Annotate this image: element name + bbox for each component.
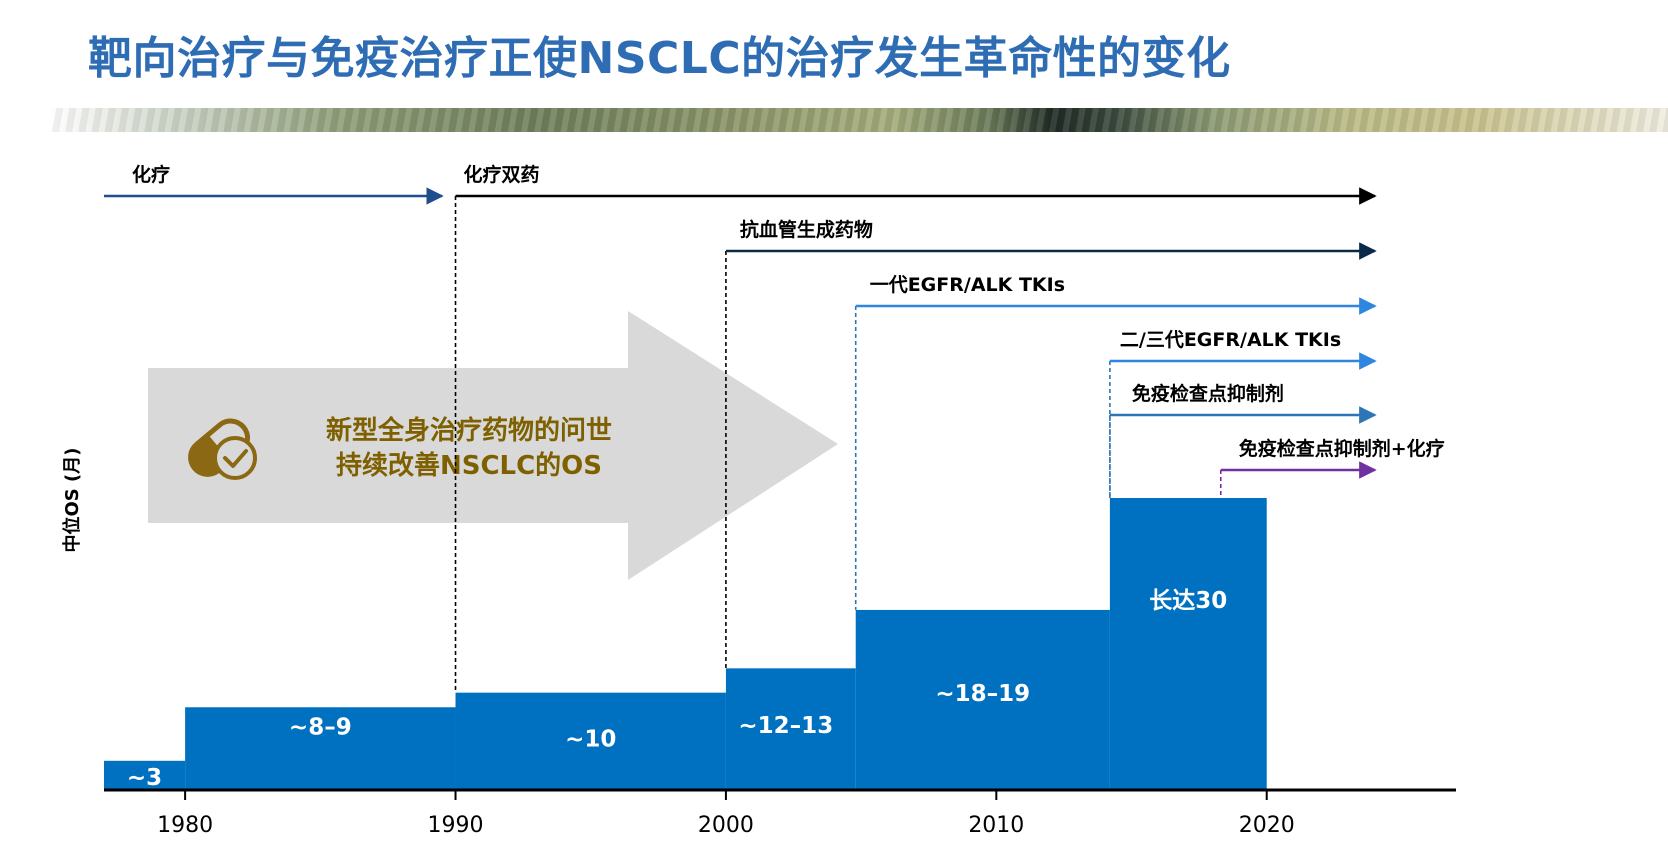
pill-check-icon [188,418,257,480]
therapy-label: 一代EGFR/ALK TKIs [870,274,1065,296]
os-bar-segment [725,668,856,790]
x-tick-label: 1980 [157,813,213,838]
os-value-label: ~10 [565,726,616,752]
x-tick-label: 2020 [1239,813,1295,838]
x-tick-label: 2010 [968,813,1024,838]
therapy-label: 抗血管生成药物 [740,218,873,241]
page-title: 靶向治疗与免疫治疗正使NSCLC的治疗发生革命性的变化 [88,33,1231,84]
bars-layer: ~3 ~8–9 ~10 ~12–13 ~18–19 长达30 [104,498,1267,791]
therapy-label: 化疗 [132,163,170,186]
os-value-label: ~12–13 [738,713,833,739]
os-bar-segment [104,760,186,790]
callout-line-2: 持续改善NSCLC的OS [336,450,602,481]
callout-line-1: 新型全身治疗药物的问世 [326,415,612,446]
os-value-label: ~3 [127,765,162,791]
therapy-label: 免疫检查点抑制剂+化疗 [1239,437,1445,460]
os-bar-segment [185,707,456,790]
os-bar-segment [855,609,1110,790]
x-axis: 1980 1990 2000 2010 2020 [104,788,1456,838]
therapy-label: 免疫检查点抑制剂 [1132,382,1284,405]
os-value-label: ~18–19 [935,681,1030,707]
os-value-label: 长达30 [1149,588,1227,614]
header-banner-image [50,108,1668,132]
therapy-label: 二/三代EGFR/ALK TKIs [1120,329,1341,351]
x-tick-label: 2000 [698,813,754,838]
os-bar-segment [1109,498,1267,790]
os-bar-segment [455,692,726,790]
therapy-label: 化疗双药 [464,163,540,186]
x-tick-label: 1990 [428,813,484,838]
header-banner-texture [50,108,1668,132]
y-axis-label: 中位OS (月) [61,448,83,553]
os-value-label: ~8–9 [289,714,352,740]
callout-arrow [148,311,838,580]
